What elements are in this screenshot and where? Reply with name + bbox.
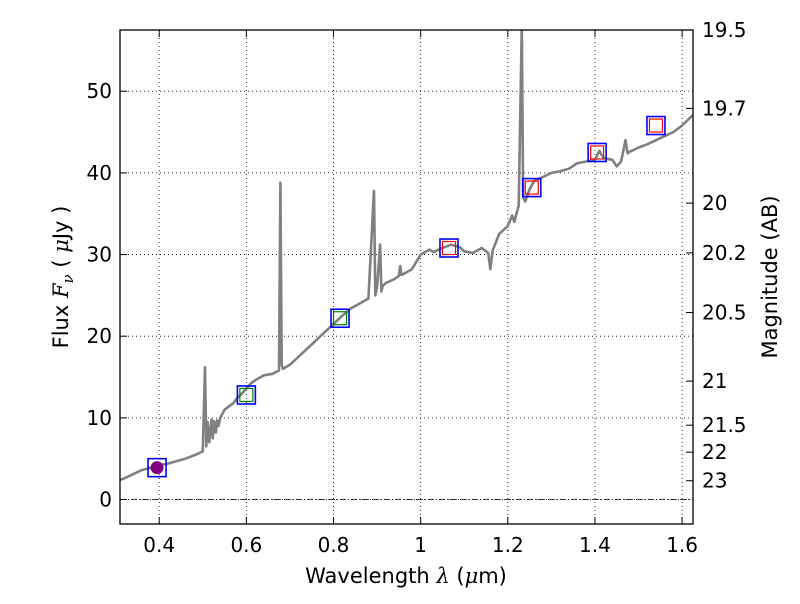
photometry-box xyxy=(147,457,167,478)
x-tick-label: 1.6 xyxy=(666,533,698,557)
photometry-layer xyxy=(147,115,666,478)
photometry-marker xyxy=(648,118,664,133)
y2-tick-label: 19.7 xyxy=(702,96,747,120)
y2-tick-label: 23 xyxy=(702,469,727,493)
y2-tick-label: 20.2 xyxy=(702,241,747,265)
y-tick-label: 30 xyxy=(87,243,112,267)
x-tick-label: 0.8 xyxy=(318,533,350,557)
y-tick-label: 50 xyxy=(87,79,112,103)
y2-axis-title: Magnitude (AB) xyxy=(758,195,782,358)
photometry-marker-filled xyxy=(150,461,164,475)
ticks-layer: 0.4 0.6 0.8 1 1.2 1.4 1.6 0 10 20 30 40 50 19.5 19.7 20… xyxy=(87,18,747,557)
y-tick-label: 10 xyxy=(87,406,112,430)
y-tick-label: 40 xyxy=(87,161,112,185)
y2-tick-label: 20 xyxy=(702,191,727,215)
y-tick-label: 0 xyxy=(99,488,112,512)
photometry-box xyxy=(646,115,666,136)
y-tick-label: 20 xyxy=(87,324,112,348)
photometry-box xyxy=(330,308,350,329)
x-tick-label: 0.6 xyxy=(230,533,262,557)
spectrum-line xyxy=(120,30,693,482)
photometry-box xyxy=(439,238,459,258)
x-axis-title: Wavelength λ (μm) xyxy=(305,564,507,588)
y2-tick-label: 20.5 xyxy=(702,301,747,325)
plot-frame xyxy=(119,29,694,525)
photometry-marker xyxy=(441,240,457,256)
photometry-marker xyxy=(524,180,539,195)
photometry-marker xyxy=(590,145,605,160)
spectrum-layer xyxy=(120,30,693,482)
x-tick-label: 1.4 xyxy=(579,533,611,557)
y2-tick-label: 21 xyxy=(702,369,727,393)
photometry-box xyxy=(236,385,257,405)
y2-tick-label: 22 xyxy=(702,440,727,464)
photometry-box xyxy=(521,177,542,198)
photometry-marker xyxy=(332,311,348,326)
x-tick-label: 0.4 xyxy=(143,533,175,557)
photometry-marker xyxy=(239,387,254,403)
x-tick-label: 1 xyxy=(414,533,427,557)
x-tick-label: 1.2 xyxy=(492,533,524,557)
y-axis-title: Flux Fν ( μJy ) xyxy=(49,206,77,349)
y2-tick-label: 19.5 xyxy=(702,18,747,42)
y2-tick-label: 21.5 xyxy=(702,413,747,437)
photometry-box xyxy=(587,142,607,163)
